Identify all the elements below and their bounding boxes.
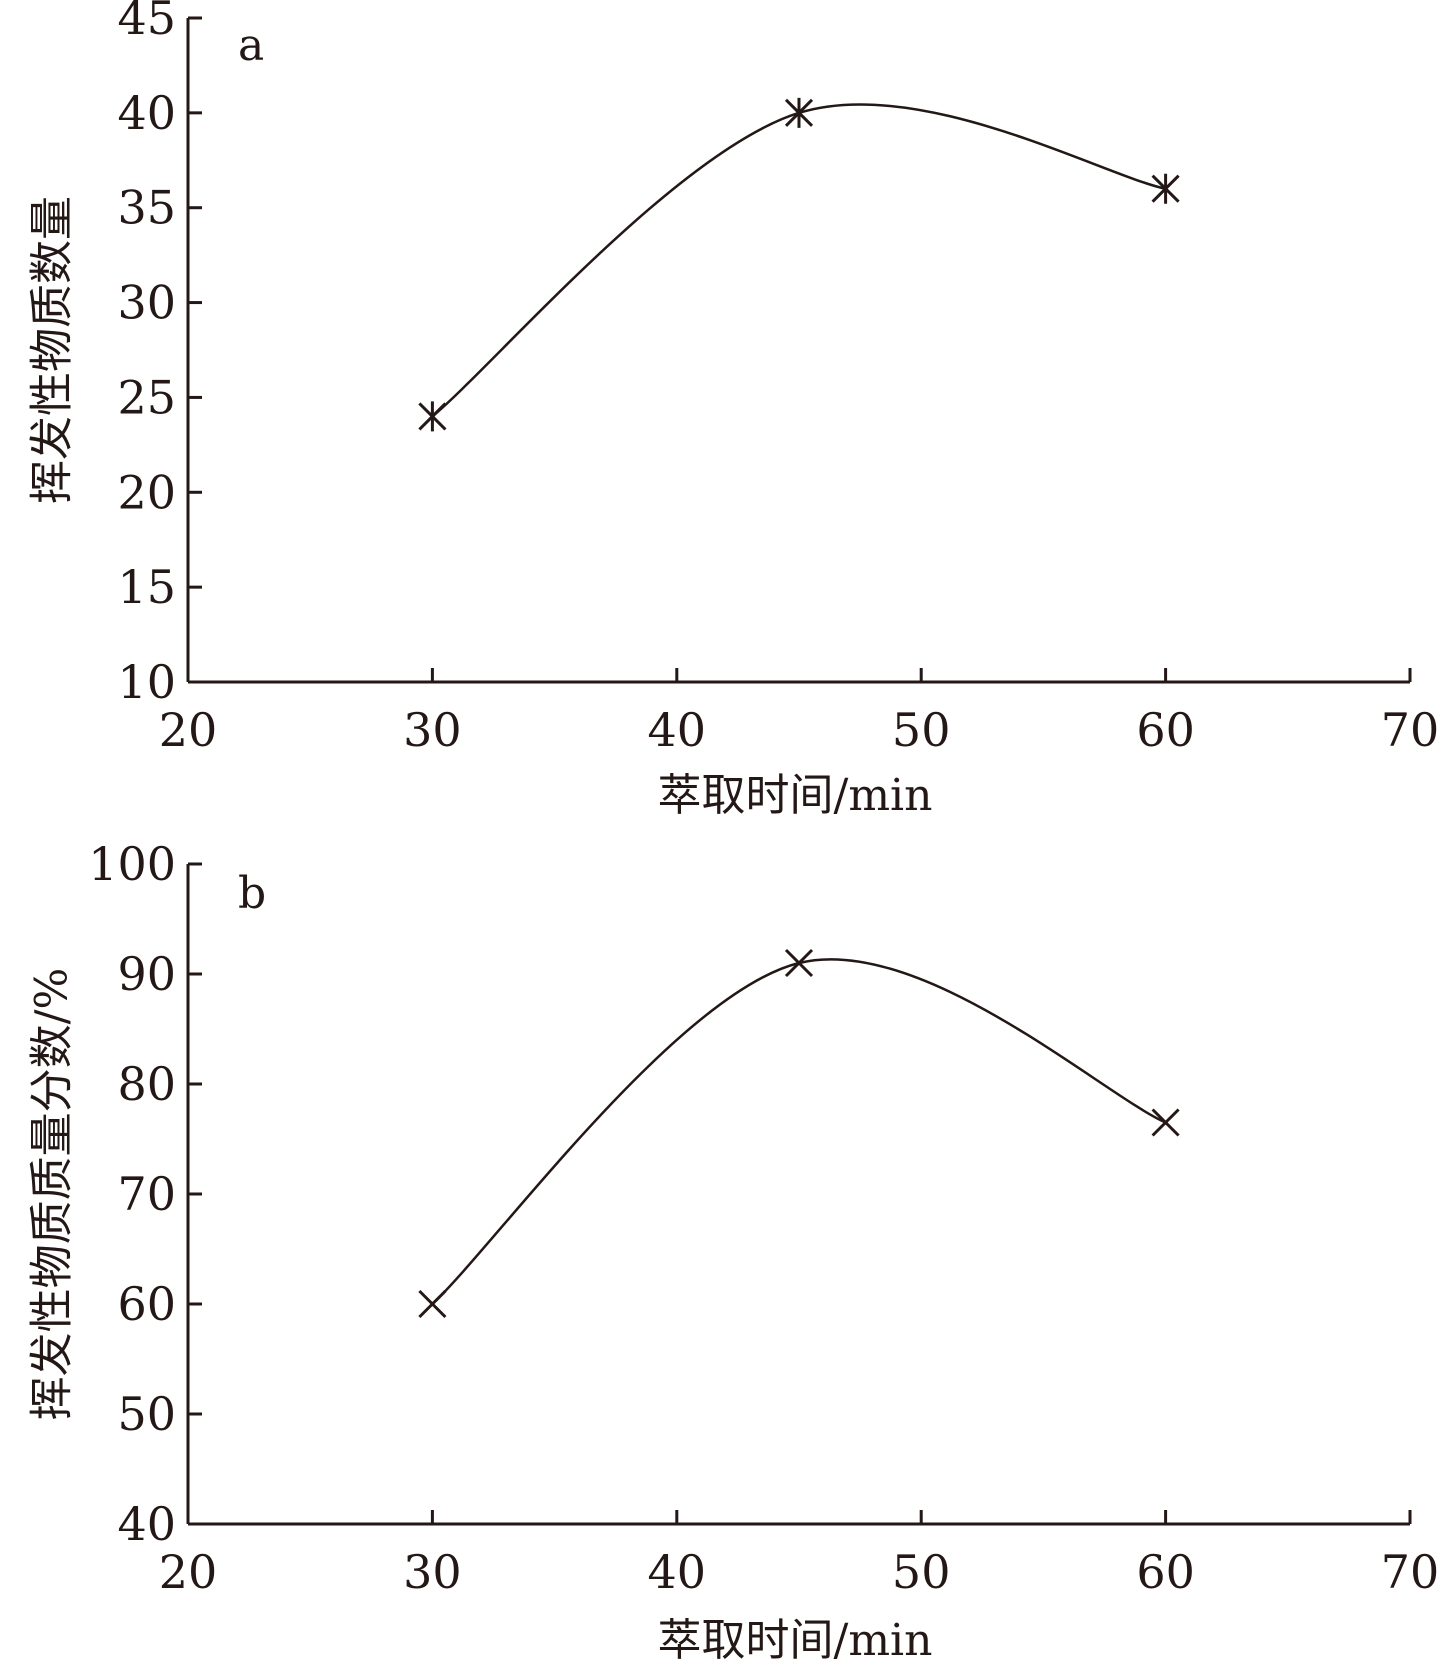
panel-b-x-tick-label: 20 (159, 1545, 218, 1599)
panel-a-y-tick-label: 25 (117, 370, 176, 424)
panel-a-y-tick-label: 15 (117, 560, 176, 614)
panel-a-data-point (1151, 173, 1180, 204)
panel-a-x-tick-label: 70 (1381, 703, 1440, 757)
panel-b-x-axis-label: 萃取时间/min (658, 1615, 933, 1666)
panel-b-y-tick-label: 50 (117, 1387, 176, 1441)
panel-b-series-line (431, 958, 1167, 1305)
panel-b-data-point (1151, 1108, 1180, 1137)
panel-b-chart: 40 50 60 70 80 90 100 20 30 40 50 60 70 萃取时间/min 挥发性物质… (27, 837, 1440, 1666)
panel-a-x-tick-label: 50 (892, 703, 951, 757)
panel-b-y-tick-label: 90 (117, 947, 176, 1001)
panel-a-y-tick-label: 45 (117, 0, 176, 45)
panel-a-y-tick-label: 20 (117, 465, 176, 519)
panel-a-x-axis-label: 萃取时间/min (658, 770, 933, 821)
panel-b-panel-label: b (238, 868, 266, 919)
panel-a-chart: 10 15 20 25 30 35 40 45 20 30 40 50 60 70 萃取时间/min 挥发性物… (27, 0, 1440, 821)
panel-b-x-tick-label: 70 (1381, 1545, 1440, 1599)
panel-a-x-tick-label: 40 (648, 703, 707, 757)
panel-a-data-point (418, 401, 447, 432)
panel-b-y-axis-label: 挥发性物质质量分数/% (27, 968, 78, 1421)
panel-a-y-tick-label: 30 (117, 276, 176, 330)
panel-a-panel-label: a (238, 20, 264, 71)
panel-b-y-tick-label: 100 (88, 837, 176, 891)
panel-b-y-tick-label: 80 (117, 1057, 176, 1111)
panel-b-x-tick-label: 40 (648, 1545, 707, 1599)
panel-b-x-tick-label: 60 (1136, 1545, 1195, 1599)
panel-b-data-point (418, 1289, 447, 1319)
panel-a-series-line (431, 103, 1166, 418)
panel-b-y-tick-label: 70 (117, 1167, 176, 1221)
panel-a-y-tick-label: 10 (117, 655, 176, 709)
panel-b-y-tick-label: 40 (117, 1497, 176, 1551)
panel-b-x-tick-label: 50 (892, 1545, 951, 1599)
panel-a-x-tick-label: 60 (1136, 703, 1195, 757)
panel-b-y-tick-label: 60 (117, 1277, 176, 1331)
panel-a-y-tick-label: 40 (117, 86, 176, 140)
panel-b-data-point (784, 948, 814, 978)
panel-b-x-tick-label: 30 (403, 1545, 462, 1599)
panel-a-y-tick-label: 35 (117, 181, 176, 235)
panel-a-x-tick-label: 20 (159, 703, 218, 757)
panel-a-data-point (784, 97, 814, 128)
panel-a-y-axis-label: 挥发性物质数量 (27, 196, 78, 504)
panel-a-x-tick-label: 30 (403, 703, 462, 757)
